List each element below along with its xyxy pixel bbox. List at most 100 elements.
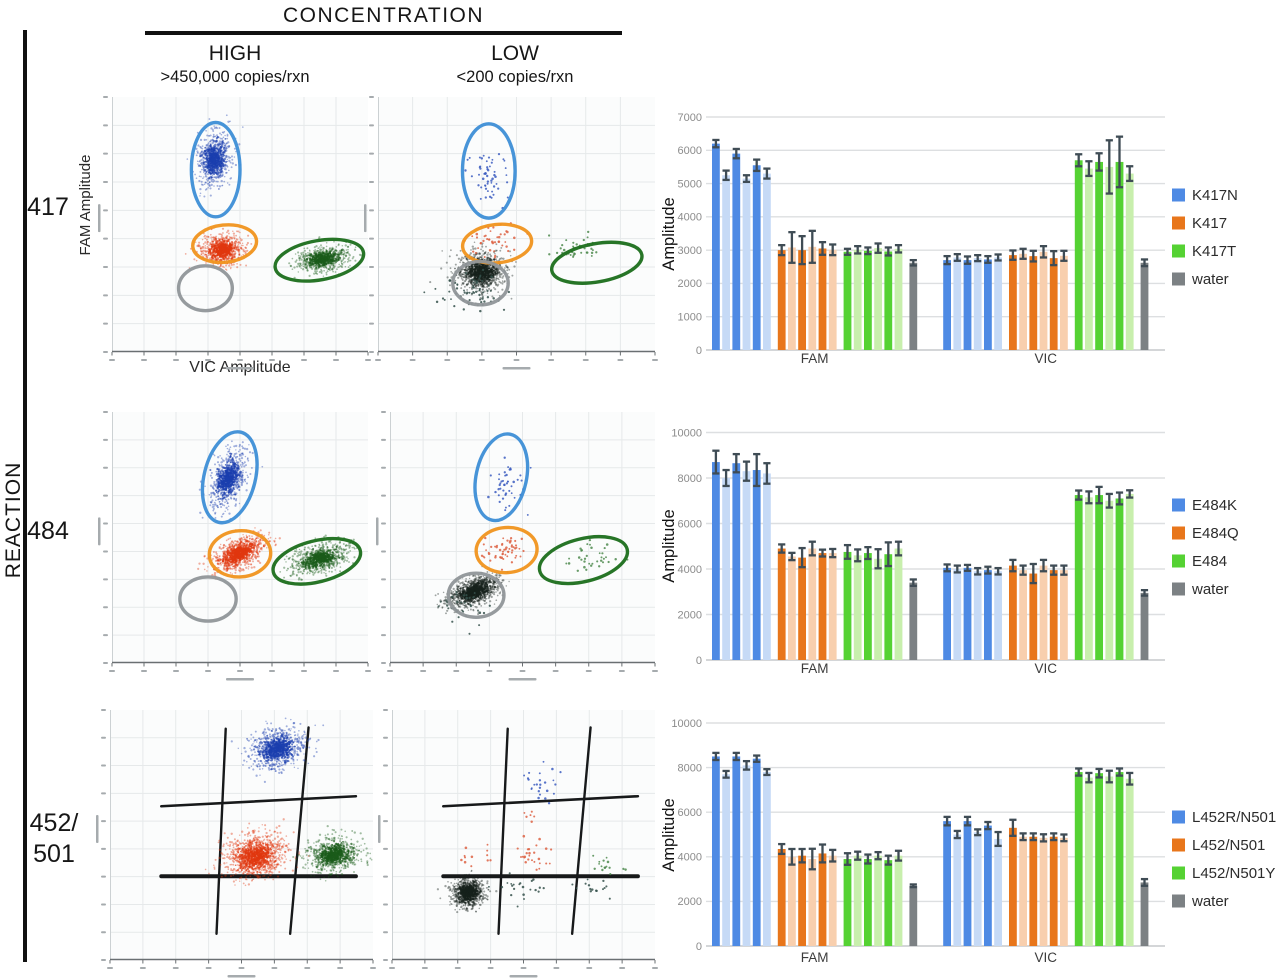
gate-ellipse-orange xyxy=(207,528,273,579)
error-bar xyxy=(874,850,882,861)
error-bar xyxy=(829,243,837,257)
bar-E484K xyxy=(973,571,982,660)
bar-L452R/N501 xyxy=(963,821,972,946)
bar-K417T xyxy=(853,249,862,350)
bar-L452/N501 xyxy=(1060,837,1068,946)
high-label: HIGH xyxy=(208,42,262,65)
bar-L452/N501Y xyxy=(894,855,903,946)
bar-E484K xyxy=(722,478,730,660)
legend-swatch-L452/N501Y xyxy=(1172,866,1185,880)
error-bar xyxy=(1060,564,1068,576)
bar-E484Q xyxy=(828,553,837,660)
bar-E484 xyxy=(1074,495,1083,660)
row-label-417: 417 xyxy=(27,193,69,221)
bar-E484 xyxy=(1085,497,1093,660)
bar-E484K xyxy=(752,470,761,660)
column-header-high: HIGH >450,000 copies/rxn xyxy=(115,42,355,87)
tick-label-smudges xyxy=(96,709,376,978)
error-bar xyxy=(854,244,862,255)
droplet-cluster-blue xyxy=(198,437,264,522)
error-bar xyxy=(963,255,972,265)
group-label-FAM: FAM xyxy=(801,950,829,965)
scatter-452-501-low xyxy=(378,709,658,978)
error-bar xyxy=(778,842,786,856)
y-tick-label: 7000 xyxy=(678,112,702,124)
bar-L452/N501Y xyxy=(843,859,852,946)
bar-L452/N501 xyxy=(1039,837,1048,946)
group-label-FAM: FAM xyxy=(801,661,829,676)
droplet-cluster-blueSparse xyxy=(487,456,532,516)
bar-E484Q xyxy=(1029,573,1038,660)
bar-L452R/N501 xyxy=(973,832,982,946)
error-bar xyxy=(712,138,720,149)
tick-label-smudges xyxy=(98,96,371,370)
error-bar xyxy=(854,850,862,861)
error-bar xyxy=(1140,589,1149,597)
bar-L452/N501Y xyxy=(884,860,893,946)
error-bar xyxy=(1050,832,1058,842)
error-bar xyxy=(829,547,837,559)
error-bar xyxy=(763,167,771,180)
bar-E484K xyxy=(742,471,751,660)
bar-K417 xyxy=(1060,255,1068,350)
y-tick-label: 6000 xyxy=(678,145,702,157)
droplet-cluster-red xyxy=(197,527,281,580)
bar-water xyxy=(909,262,918,350)
y-tick-label: 2000 xyxy=(678,278,702,290)
y-tick-label: 6000 xyxy=(678,807,702,819)
error-bar xyxy=(818,843,827,864)
gate-ellipse-green xyxy=(273,237,366,283)
bar-E484Q xyxy=(808,548,817,660)
legend-swatch-L452R/N501 xyxy=(1172,810,1185,824)
droplet-cluster-redSparse xyxy=(480,536,525,571)
error-bar xyxy=(1050,249,1058,267)
bar-E484 xyxy=(1125,493,1134,660)
legend-label: water xyxy=(1191,893,1229,910)
bar-E484Q xyxy=(798,557,806,660)
bar-L452R/N501 xyxy=(994,838,1002,946)
y-tick-label: 5000 xyxy=(678,178,702,190)
bar-L452/N501Y xyxy=(1115,772,1124,946)
bar-K417 xyxy=(788,247,796,350)
error-bar xyxy=(763,768,771,777)
bar-E484Q xyxy=(818,553,827,660)
bar-K417T xyxy=(1074,160,1083,350)
error-bar xyxy=(843,852,852,866)
bar-E484K xyxy=(763,473,771,660)
group-label-VIC: VIC xyxy=(1035,661,1058,676)
error-bar xyxy=(1060,833,1068,843)
bar-K417 xyxy=(808,246,817,350)
bar-K417T xyxy=(894,248,903,350)
amplitude-axis-label: Amplitude xyxy=(660,509,678,582)
legend-label: L452R/N501 xyxy=(1192,809,1276,826)
error-bar xyxy=(974,253,982,263)
legend-label: L452/N501Y xyxy=(1192,865,1275,882)
y-tick-label: 8000 xyxy=(678,762,702,774)
error-bar xyxy=(712,449,720,475)
error-bar xyxy=(994,253,1002,262)
bar-L452/N501Y xyxy=(1074,772,1083,946)
bar-K417N xyxy=(742,178,751,350)
amplitude-axis-label: Amplitude xyxy=(660,197,678,270)
bar-E484K xyxy=(712,462,720,660)
bar-group-VIC xyxy=(943,485,1149,660)
error-bar xyxy=(1085,160,1093,178)
error-bar xyxy=(874,242,882,254)
droplet-cluster-red xyxy=(184,227,253,271)
bar-L452R/N501 xyxy=(752,758,761,946)
column-header-low: LOW <200 copies/rxn xyxy=(395,42,635,87)
error-bar xyxy=(732,751,740,762)
threshold-line xyxy=(215,727,227,935)
amplitude-axis-label: Amplitude xyxy=(660,798,678,871)
error-bar xyxy=(1060,249,1068,262)
legend: L452R/N501 L452/N501 L452/N501Y water xyxy=(1172,809,1276,910)
legend-swatch-water xyxy=(1172,272,1185,286)
bar-K417T xyxy=(874,248,882,350)
error-bar xyxy=(818,241,827,256)
gate-ellipse-blue xyxy=(473,432,530,523)
gate-ellipse-orange xyxy=(460,222,534,265)
droplet-cluster-blueSparse xyxy=(537,792,555,805)
legend-label: E484Q xyxy=(1192,525,1239,542)
threshold-line xyxy=(497,727,509,935)
bar-L452/N501 xyxy=(777,848,786,946)
